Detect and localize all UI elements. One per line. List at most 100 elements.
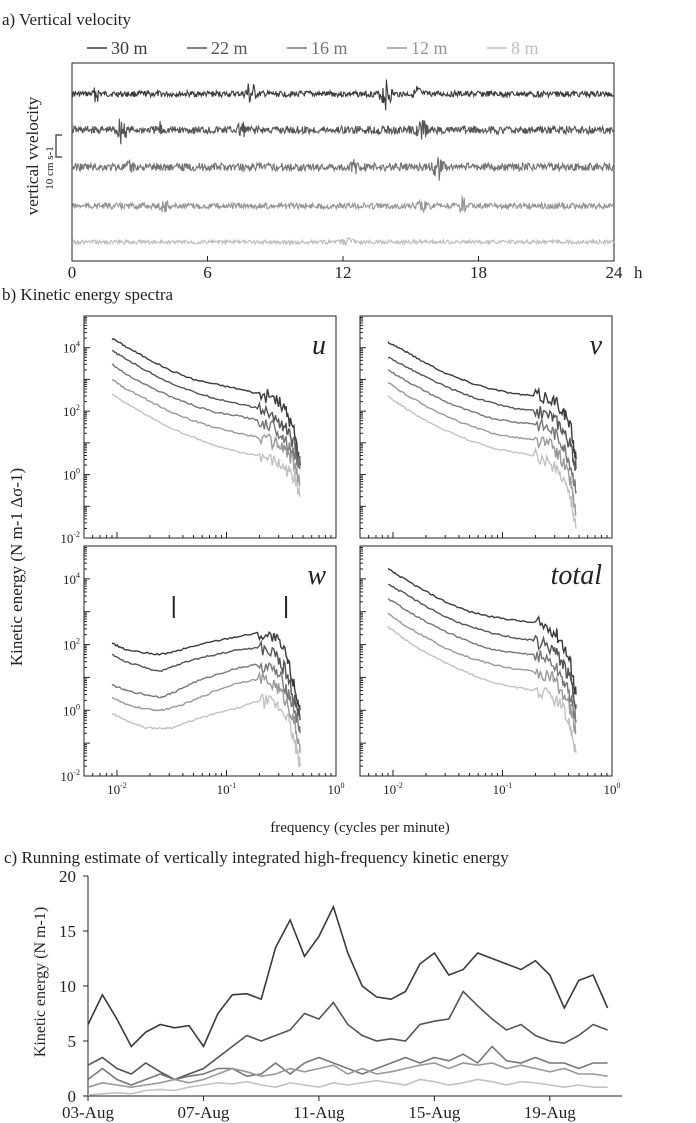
spectrum-line-30m — [111, 338, 301, 466]
y-tick-label: 0 — [68, 1087, 77, 1106]
legend-label: 12 m — [411, 38, 448, 58]
panel-a-ylabel: vertical vvelocity — [23, 96, 42, 215]
spectrum-frame — [83, 315, 337, 539]
x-tick-label: 100 — [604, 781, 621, 797]
energy-series-5 — [87, 1078, 608, 1096]
spectrum-total: 10-2 10-1 100 total — [359, 545, 621, 797]
spectrum-line-22m — [111, 639, 301, 721]
spectrum-line-22m — [112, 350, 301, 468]
spectrum-line-8m — [111, 693, 301, 768]
x-tick-exponent: -1 — [230, 781, 237, 790]
y-tick-exponent: 0 — [76, 467, 80, 476]
legend-label: 30 m — [111, 38, 148, 58]
spectrum-line-12m — [387, 381, 577, 517]
y-tick-exponent: 2 — [76, 403, 80, 412]
panel-b: b) Kinetic energy spectra Kinetic energy… — [2, 285, 621, 836]
x-tick-label: 10-1 — [493, 781, 513, 797]
x-tick-label: 0 — [68, 263, 77, 282]
y-tick-label: 10-2 — [60, 530, 80, 546]
x-tick-label: 12 — [335, 263, 352, 282]
x-tick-label: 07-Aug — [177, 1103, 229, 1122]
trace-16m — [71, 157, 615, 181]
y-tick-label: 5 — [68, 1032, 77, 1051]
x-tick-exponent: -2 — [120, 781, 127, 790]
component-label: total — [551, 560, 603, 591]
y-tick-label: 20 — [59, 867, 76, 886]
x-tick-exponent: -2 — [396, 781, 403, 790]
x-tick-label: 03-Aug — [62, 1103, 114, 1122]
panel-a-heading: a) Vertical velocity — [2, 10, 132, 29]
panel-b-heading: b) Kinetic energy spectra — [2, 285, 173, 304]
y-tick-label: 104 — [63, 340, 80, 356]
trace-8m — [71, 237, 615, 247]
panel-a-x-axis: 0 6 12 18 24 — [68, 256, 623, 282]
panel-a: a) Vertical velocity 30 m 22 m 16 m 12 m 8 m… — [2, 10, 643, 282]
spectrum-line-12m — [111, 670, 301, 754]
legend-label: 22 m — [211, 38, 248, 58]
spectrum-line-16m — [111, 363, 301, 470]
x-tick-label: 11-Aug — [293, 1103, 345, 1122]
spectrum-line-16m — [387, 369, 577, 494]
y-tick-label: 100 — [63, 467, 80, 483]
x-tick-label: 10-2 — [107, 781, 127, 797]
spectra-grid: 10-2 100 102 104 u v 10-2 100 102 104 10-2 10-1 100 w… — [60, 315, 621, 797]
y-tick-label: 15 — [59, 922, 76, 941]
panel-c: c) Running estimate of vertically integr… — [4, 848, 622, 1122]
energy-series-2 — [87, 990, 608, 1081]
legend-label: 16 m — [311, 38, 348, 58]
y-tick-label: 10-2 — [60, 768, 80, 784]
scale-bar-label: 10 cm s-1 — [44, 146, 56, 189]
scale-bar: 10 cm s-1 — [44, 134, 62, 190]
spectrum-line-8m — [111, 393, 301, 497]
y-tick-label: 102 — [63, 637, 80, 653]
spectrum-line-22m — [388, 583, 577, 710]
energy-series-4 — [87, 1062, 608, 1089]
x-unit: h — [634, 263, 643, 282]
component-label: w — [307, 560, 326, 591]
trace-12m — [71, 195, 615, 214]
velocity-traces — [71, 79, 615, 247]
spectrum-line-30m — [387, 567, 577, 695]
x-tick-label: 6 — [203, 263, 212, 282]
spectrum-line-30m — [111, 630, 301, 711]
spectrum-line-30m — [387, 341, 577, 460]
legend: 30 m 22 m 16 m 12 m 8 m — [87, 38, 539, 58]
x-tick-exponent: -1 — [506, 781, 513, 790]
x-tick-exponent: 0 — [341, 781, 345, 790]
y-tick-exponent: -2 — [73, 768, 80, 777]
spectrum-line-16m — [111, 661, 301, 734]
y-tick-label: 100 — [63, 702, 80, 718]
y-tick-exponent: -2 — [73, 530, 80, 539]
y-tick-label: 102 — [63, 403, 80, 419]
y-tick-exponent: 0 — [76, 702, 80, 711]
legend-label: 8 m — [511, 38, 539, 58]
panel-b-ylabel: Kinetic energy (N m-1 Δσ-1) — [7, 468, 26, 666]
x-tick-label: 19-Aug — [524, 1103, 576, 1122]
x-tick-exponent: 0 — [617, 781, 621, 790]
trace-30m — [71, 79, 615, 111]
spectrum-w: 10-2 100 102 104 10-2 10-1 100 w — [60, 545, 345, 797]
x-tick-label: 18 — [470, 263, 487, 282]
spectrum-line-8m — [387, 625, 577, 754]
running-estimate-plot: 0 5 10 15 20 03-Aug 07-Aug 11-Aug 15-Aug 19-Aug — [59, 867, 622, 1122]
x-tick-label: 10-2 — [383, 781, 403, 797]
spectrum-line-16m — [387, 598, 577, 723]
spectrum-line-12m — [112, 379, 301, 488]
component-label: u — [312, 330, 326, 361]
y-tick-exponent: 2 — [76, 637, 80, 646]
spectrum-line-8m — [387, 394, 577, 529]
spectrum-v: v — [359, 315, 613, 539]
x-tick-label: 100 — [328, 781, 345, 797]
x-tick-label: 10-1 — [217, 781, 237, 797]
panel-c-heading: c) Running estimate of vertically integr… — [4, 848, 509, 867]
y-tick-exponent: 4 — [76, 571, 80, 580]
spectrum-u: 10-2 100 102 104 u — [60, 315, 337, 546]
energy-series-3 — [87, 1045, 608, 1086]
x-tick-label: 15-Aug — [408, 1103, 460, 1122]
y-tick-label: 10 — [59, 977, 76, 996]
spectrum-line-22m — [387, 356, 577, 472]
y-tick-exponent: 4 — [76, 340, 80, 349]
component-label: v — [590, 330, 603, 361]
trace-22m — [71, 118, 615, 145]
